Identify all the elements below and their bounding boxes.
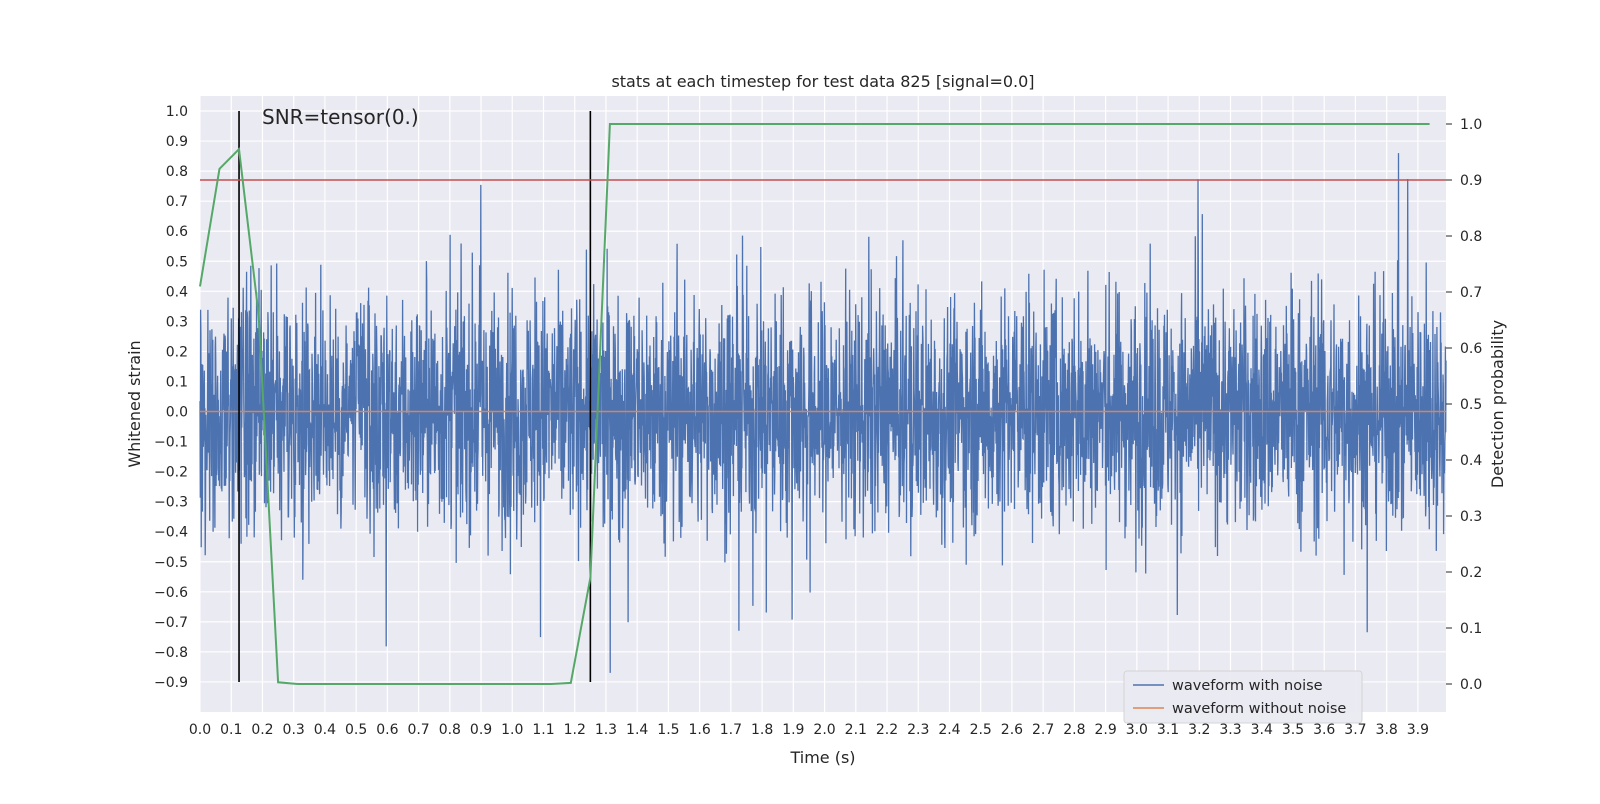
series-detection-probability: [199, 123, 1430, 685]
x-tick-labels: 0.0 0.1 0.2 0.3 0.4 0.5 0.6 0.7 0.8 0.9 1.0 1.1 1.2 1…: [189, 722, 1429, 738]
y-tick-label: 0.0: [166, 405, 188, 421]
x-tick-label: 1.1: [532, 722, 554, 738]
x-tick-label: 2.1: [845, 722, 867, 738]
x-tick-label: 0.1: [220, 722, 242, 738]
legend: waveform with noise waveform without noi…: [1123, 670, 1363, 724]
x-tick-label: 0.3: [283, 722, 305, 738]
x-tick-label: 1.0: [501, 722, 523, 738]
y-tick-label: −0.3: [154, 495, 188, 511]
y-tick-label: 0.7: [166, 194, 188, 210]
y-tick-label: 0.8: [166, 164, 188, 180]
x-tick-label: 0.4: [314, 722, 336, 738]
x-tick-label: 3.7: [1344, 722, 1366, 738]
y-tick-label: −0.4: [154, 525, 188, 541]
y-axis-label: Whitened strain: [125, 340, 144, 467]
y-tick-label: 0.9: [166, 134, 188, 150]
x-tick-label: 2.0: [813, 722, 835, 738]
y-tick-label: −0.7: [154, 615, 188, 631]
y-tick-label: 0.4: [166, 284, 188, 300]
x-tick-label: 2.3: [907, 722, 929, 738]
y-tick-label: −0.5: [154, 555, 188, 571]
x-tick-label: 1.9: [782, 722, 804, 738]
snr-annotation: SNR=tensor(0.): [262, 105, 419, 129]
y2-tick-label: 0.6: [1460, 341, 1482, 357]
grid: [199, 96, 1446, 712]
y2-tick-label: 0.4: [1460, 453, 1482, 469]
x-tick-label: 2.6: [1001, 722, 1023, 738]
x-tick-label: 1.7: [720, 722, 742, 738]
x-tick-label: 0.7: [407, 722, 429, 738]
y-tick-label: −0.2: [154, 465, 188, 481]
x-tick-label: 1.2: [564, 722, 586, 738]
y2-tick-label: 0.9: [1460, 173, 1482, 189]
x-tick-label: 3.8: [1376, 722, 1398, 738]
y2-tick-label: 0.5: [1460, 397, 1482, 413]
y-tick-label: 1.0: [166, 104, 188, 120]
x-tick-label: 1.3: [595, 722, 617, 738]
x-tick-label: 3.0: [1126, 722, 1148, 738]
x-tick-label: 2.4: [938, 722, 960, 738]
legend-label-clean: waveform without noise: [1172, 701, 1346, 717]
y2-tick-label: 0.7: [1460, 285, 1482, 301]
y-tick-label: 0.1: [166, 374, 188, 390]
x-tick-label: 3.9: [1407, 722, 1429, 738]
x-tick-label: 1.8: [751, 722, 773, 738]
y-tick-label: −0.8: [154, 645, 188, 661]
y2-axis-label: Detection probability: [1488, 320, 1507, 488]
x-tick-label: 1.5: [657, 722, 679, 738]
x-tick-label: 3.2: [1188, 722, 1210, 738]
y2-tick-label: 0.8: [1460, 229, 1482, 245]
y-tick-label: −0.1: [154, 435, 188, 451]
x-tick-label: 0.6: [376, 722, 398, 738]
marker-lines: [238, 111, 592, 682]
x-tick-label: 3.5: [1282, 722, 1304, 738]
y-tick-label: 0.2: [166, 344, 188, 360]
x-tick-label: 0.2: [251, 722, 273, 738]
y2-tick-label: 0.0: [1460, 677, 1482, 693]
x-tick-label: 1.6: [689, 722, 711, 738]
x-tick-label: 2.8: [1063, 722, 1085, 738]
y-tick-label: −0.9: [154, 675, 188, 691]
chart-title: stats at each timestep for test data 825…: [611, 72, 1034, 91]
x-tick-label: 2.9: [1094, 722, 1116, 738]
x-tick-label: 2.7: [1032, 722, 1054, 738]
y-tick-label: −0.6: [154, 585, 188, 601]
x-tick-label: 0.0: [189, 722, 211, 738]
legend-box: [1123, 670, 1363, 724]
series-waveform-with-noise: [199, 153, 1447, 673]
y2-tick-labels: 1.0 0.9 0.8 0.7 0.6 0.5 0.4 0.3 0.2 0.1 0.0: [1446, 117, 1482, 693]
x-tick-label: 0.9: [470, 722, 492, 738]
y-tick-label: 0.6: [166, 224, 188, 240]
x-tick-label: 2.2: [876, 722, 898, 738]
x-tick-label: 3.4: [1251, 722, 1273, 738]
x-tick-label: 0.5: [345, 722, 367, 738]
y2-tick-label: 0.3: [1460, 509, 1482, 525]
legend-label-noise: waveform with noise: [1172, 678, 1323, 694]
probability-line: [199, 123, 1430, 685]
y2-tick-label: 0.1: [1460, 621, 1482, 637]
x-tick-label: 3.3: [1219, 722, 1241, 738]
x-tick-label: 3.6: [1313, 722, 1335, 738]
noise-line: [199, 153, 1447, 673]
y2-tick-label: 1.0: [1460, 117, 1482, 133]
y-tick-label: 0.3: [166, 314, 188, 330]
x-tick-label: 2.5: [970, 722, 992, 738]
x-tick-label: 0.8: [439, 722, 461, 738]
y2-tick-label: 0.2: [1460, 565, 1482, 581]
x-tick-label: 3.1: [1157, 722, 1179, 738]
x-tick-label: 1.4: [626, 722, 648, 738]
y-tick-labels: 1.0 0.9 0.8 0.7 0.6 0.5 0.4 0.3 0.2 0.1 0.0 −0.1 −0.…: [154, 104, 188, 691]
x-axis-label: Time (s): [789, 748, 855, 767]
y-tick-label: 0.5: [166, 254, 188, 270]
